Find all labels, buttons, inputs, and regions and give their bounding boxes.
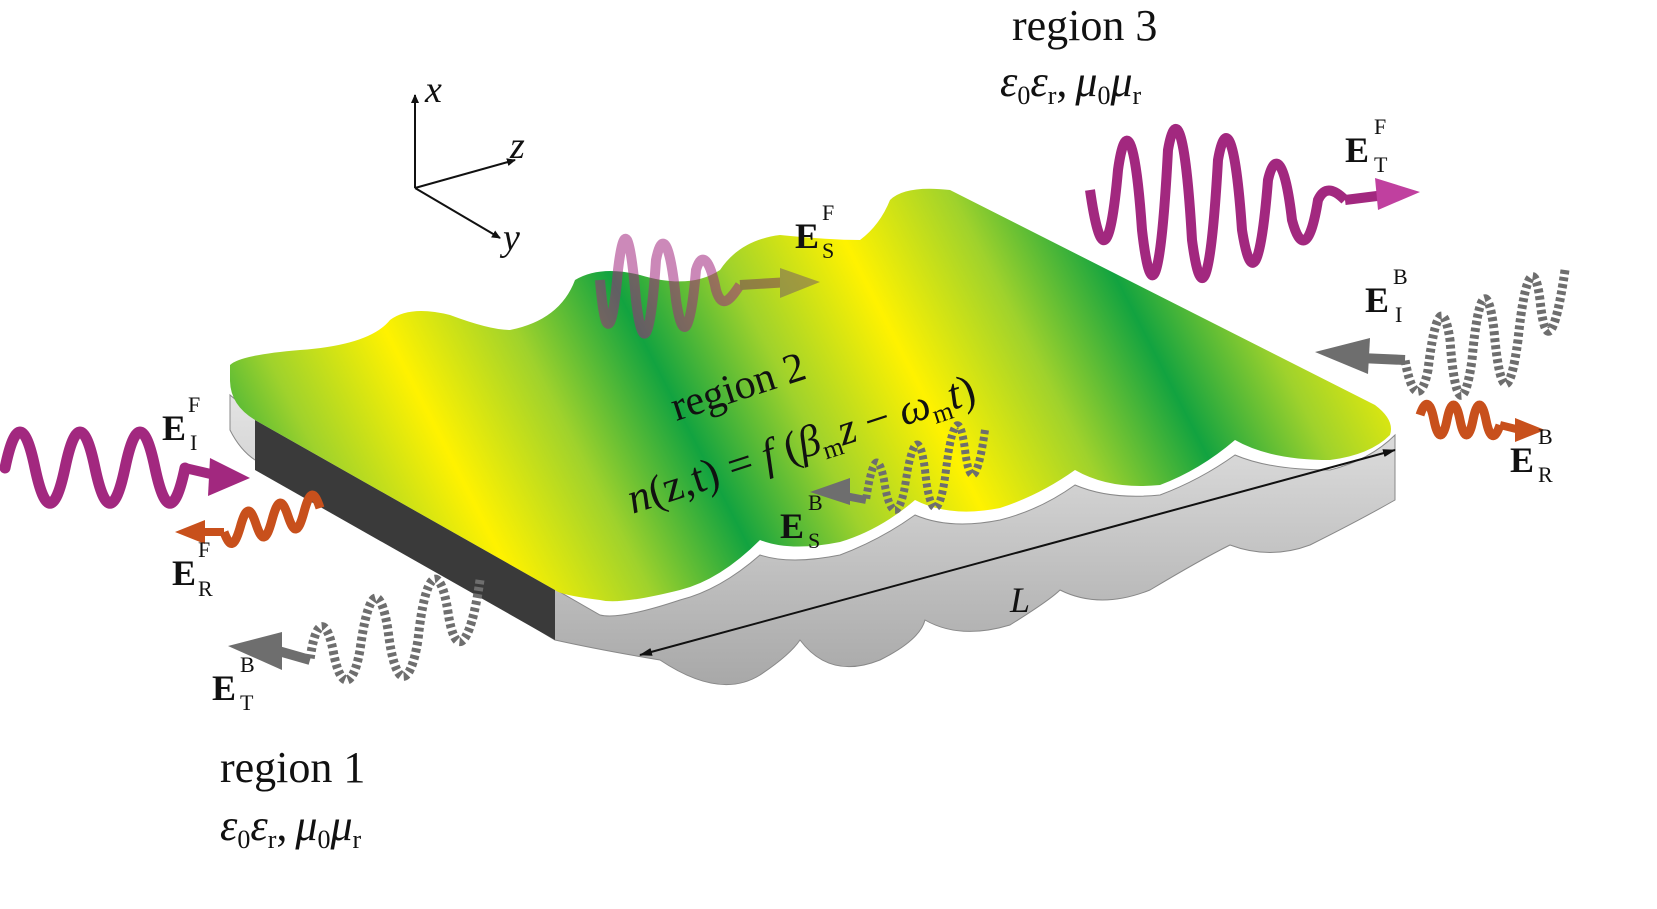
field-label-transmitted-forward: E F T: [1345, 114, 1388, 177]
wave-transmitted-backward: [228, 574, 485, 685]
svg-text:I: I: [1395, 302, 1402, 327]
svg-text:F: F: [822, 200, 834, 225]
svg-text:R: R: [198, 576, 213, 601]
svg-text:E: E: [1365, 280, 1389, 320]
svg-text:E: E: [780, 506, 804, 546]
svg-text:B: B: [808, 490, 823, 515]
region-3-params: ε0εr, μ0μr: [1000, 57, 1142, 110]
region-3-label: region 3 ε0εr, μ0μr: [1000, 1, 1157, 110]
region-1-title: region 1: [220, 743, 365, 792]
svg-text:F: F: [1374, 114, 1386, 139]
svg-text:E: E: [1510, 440, 1534, 480]
slab-top-surface: [230, 188, 1391, 602]
svg-text:E: E: [212, 668, 236, 708]
svg-text:E: E: [795, 216, 819, 256]
svg-text:E: E: [1345, 130, 1369, 170]
wave-transmitted-forward: [1085, 124, 1420, 284]
svg-text:E: E: [172, 553, 196, 593]
svg-text:F: F: [198, 537, 210, 562]
field-label-reflected-forward: E F R: [172, 537, 213, 601]
svg-text:T: T: [240, 690, 254, 715]
field-label-reflected-backward: E B R: [1510, 424, 1553, 487]
svg-text:B: B: [1538, 424, 1553, 449]
wave-reflected-forward: [175, 490, 325, 548]
field-label-scattered-backward: E B S: [780, 490, 823, 553]
wave-reflected-backward: [1415, 399, 1545, 442]
region-1-label: region 1 ε0εr, μ0μr: [220, 743, 365, 854]
svg-text:E: E: [162, 408, 186, 448]
field-label-scattered-forward: E F S: [795, 200, 834, 263]
svg-text:F: F: [188, 392, 200, 417]
field-label-transmitted-backward: E B T: [212, 652, 255, 715]
svg-text:I: I: [190, 430, 197, 455]
axis-label-y: y: [499, 217, 520, 259]
svg-text:B: B: [240, 652, 255, 677]
svg-text:T: T: [1374, 152, 1388, 177]
axis-label-z: z: [509, 125, 525, 167]
wave-scattered-forward: [595, 233, 820, 339]
region-1-params: ε0εr, μ0μr: [220, 801, 362, 854]
wave-incident-forward: [0, 426, 250, 509]
wave-incident-backward: [1315, 269, 1570, 400]
axis-label-x: x: [424, 69, 442, 111]
length-label: L: [1009, 580, 1030, 620]
svg-text:B: B: [1393, 264, 1408, 289]
svg-text:S: S: [808, 528, 820, 553]
field-label-incident-forward: E F I: [162, 392, 200, 455]
svg-text:R: R: [1538, 462, 1553, 487]
field-label-incident-backward: E B I: [1365, 264, 1408, 327]
length-dimension-arrow: [639, 449, 1396, 656]
slab-front-face: [255, 420, 555, 640]
region-3-title: region 3: [1012, 1, 1157, 50]
svg-text:S: S: [822, 238, 834, 263]
coordinate-axes: x z y: [411, 69, 525, 259]
